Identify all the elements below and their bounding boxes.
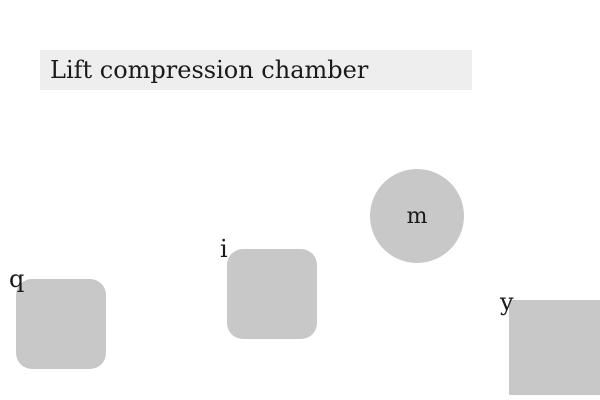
shape-label-i: i bbox=[220, 235, 228, 263]
shape-label-m: m bbox=[406, 203, 428, 229]
shape-label-q: q bbox=[9, 265, 25, 293]
page-title: Lift compression chamber bbox=[40, 50, 472, 90]
circle-m[interactable]: m bbox=[370, 169, 464, 263]
rounded-square-i[interactable] bbox=[227, 249, 317, 339]
rounded-square-q[interactable] bbox=[16, 279, 106, 369]
square-y[interactable] bbox=[509, 300, 600, 395]
shape-label-y: y bbox=[500, 288, 514, 316]
